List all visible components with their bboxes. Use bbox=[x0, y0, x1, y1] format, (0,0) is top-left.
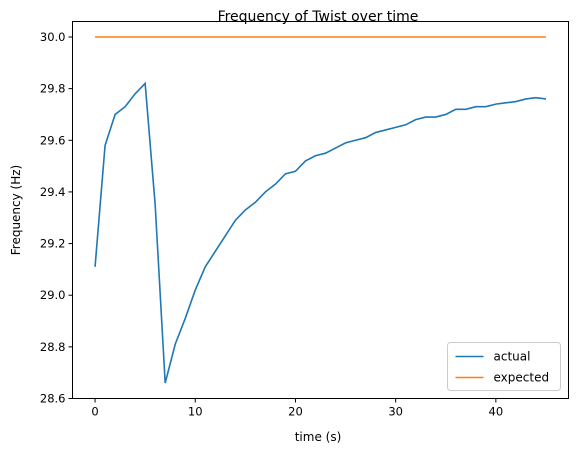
y-tick-label: 29.0 bbox=[40, 288, 66, 302]
y-tick-label: 29.8 bbox=[40, 82, 66, 96]
x-axis-ticks: 0 10 20 30 40 bbox=[91, 398, 504, 419]
y-tick-label: 29.6 bbox=[40, 133, 66, 147]
chart-title: Frequency of Twist over time bbox=[218, 9, 419, 25]
y-tick-label: 29.4 bbox=[40, 185, 66, 199]
series-layer bbox=[94, 36, 547, 384]
legend-label-actual: actual bbox=[494, 350, 531, 364]
legend-label-expected: expected bbox=[494, 371, 550, 385]
legend: actual expected bbox=[447, 342, 561, 391]
x-axis-label: time (s) bbox=[295, 430, 342, 444]
y-axis-label: Frequency (Hz) bbox=[9, 165, 23, 256]
y-tick-label: 29.2 bbox=[40, 237, 66, 251]
y-tick-label: 28.8 bbox=[40, 340, 66, 354]
y-tick-label: 28.6 bbox=[40, 392, 66, 406]
x-tick-label: 30 bbox=[388, 405, 403, 419]
x-tick-label: 0 bbox=[91, 405, 98, 419]
x-tick-label: 20 bbox=[288, 405, 303, 419]
series-line-actual bbox=[94, 81, 547, 384]
plot-area-frame bbox=[72, 21, 569, 399]
x-tick-label: 10 bbox=[188, 405, 203, 419]
legend-box bbox=[447, 342, 561, 391]
y-tick-label: 30.0 bbox=[40, 30, 66, 44]
x-tick-label: 40 bbox=[489, 405, 504, 419]
y-axis-ticks: 28.6 28.8 29.0 29.2 29.4 29.6 29.8 30.0 bbox=[40, 30, 73, 406]
